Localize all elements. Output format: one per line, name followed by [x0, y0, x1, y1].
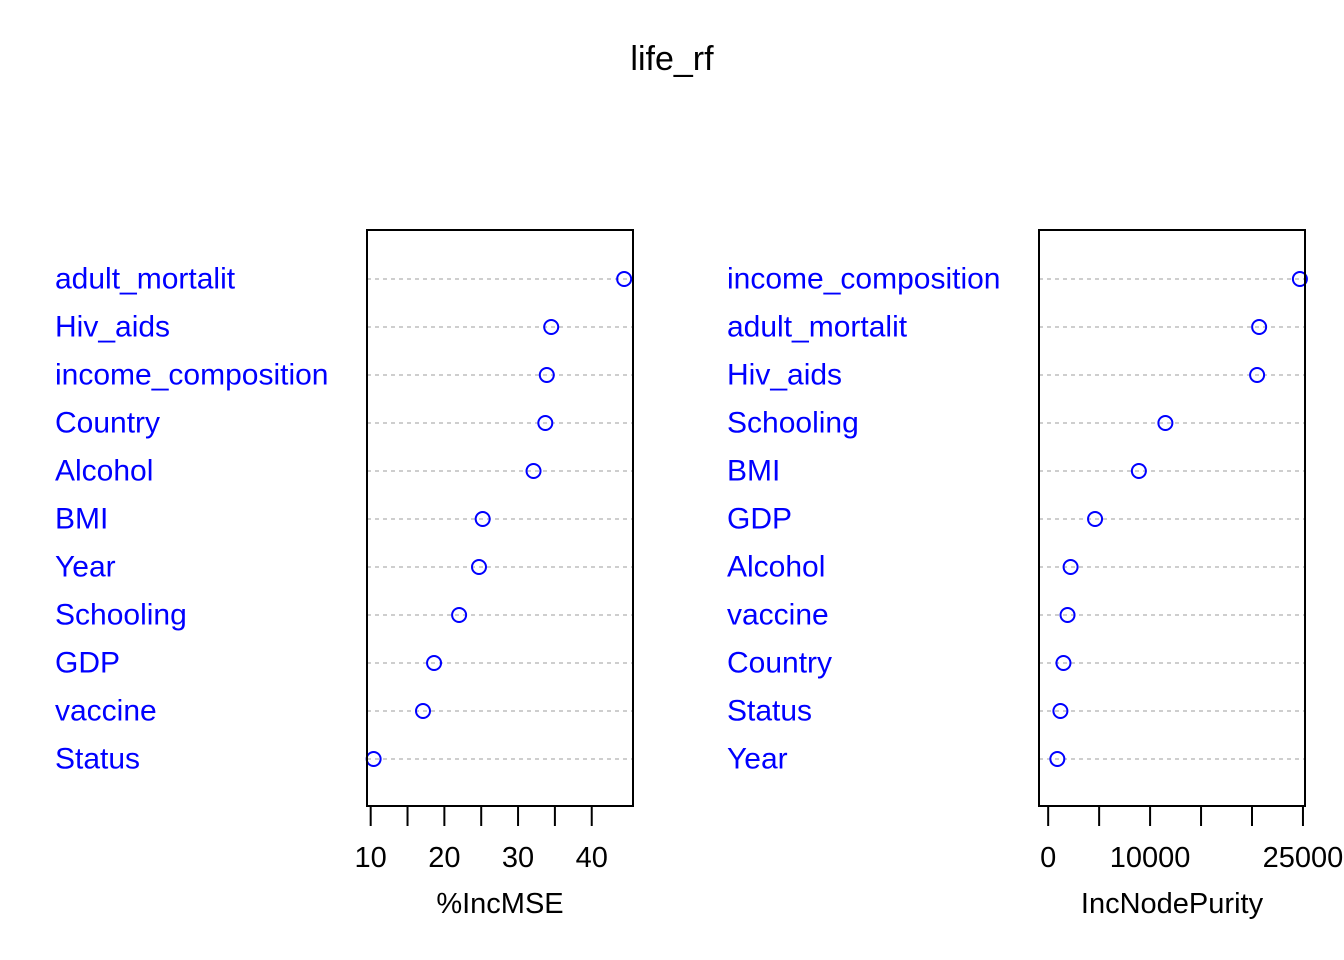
category-label: Hiv_aids: [55, 311, 170, 344]
x-axis-title: IncNodePurity: [1081, 888, 1264, 920]
data-point: [537, 415, 554, 431]
x-tick-label: 30: [502, 842, 534, 874]
panel-incmse: adult_mortalit Hiv_aids income_composition…: [55, 229, 634, 920]
data-point: [471, 559, 487, 575]
data-point: [1059, 607, 1076, 623]
category-label: BMI: [55, 503, 108, 536]
category-label: Year: [727, 743, 788, 776]
data-point: [1130, 463, 1147, 479]
category-label: Country: [55, 407, 160, 440]
data-point: [543, 319, 560, 335]
plot-frame: [1038, 229, 1306, 807]
category-label: Status: [55, 743, 140, 776]
category-label: Hiv_aids: [727, 359, 842, 392]
data-point: [1291, 271, 1308, 287]
x-tick-label: 25000: [1263, 842, 1344, 874]
data-point: [1052, 703, 1069, 719]
category-label: Schooling: [55, 599, 187, 632]
data-point: [1087, 511, 1104, 527]
category-label: Alcohol: [55, 455, 153, 488]
category-label: Schooling: [727, 407, 859, 440]
x-tick-label: 20: [428, 842, 460, 874]
x-tick-label: 0: [1040, 842, 1056, 874]
category-label: Alcohol: [727, 551, 825, 584]
data-point: [1249, 367, 1266, 383]
category-label: GDP: [55, 647, 120, 680]
data-point: [451, 607, 468, 623]
data-point: [1062, 559, 1079, 575]
panel-incnodepurity: income_composition adult_mortalit Hiv_aids…: [727, 229, 1344, 920]
category-label: adult_mortalit: [727, 311, 908, 344]
x-tick-label: 10: [355, 842, 387, 874]
data-point: [525, 463, 542, 479]
category-label: BMI: [727, 455, 780, 488]
category-label: vaccine: [55, 695, 157, 728]
data-point: [616, 271, 633, 287]
category-label: Year: [55, 551, 116, 584]
category-label: Status: [727, 695, 812, 728]
data-point: [1251, 319, 1268, 335]
plot-frame: [366, 229, 634, 807]
category-label: income_composition: [55, 359, 328, 392]
category-label: vaccine: [727, 599, 829, 632]
category-label: adult_mortalit: [55, 263, 236, 296]
data-point: [474, 511, 491, 527]
data-point: [1049, 751, 1066, 767]
x-axis-title: %IncMSE: [436, 888, 563, 920]
category-label: GDP: [727, 503, 792, 536]
category-label: income_composition: [727, 263, 1000, 296]
chart-title: life_rf: [630, 40, 714, 78]
x-tick-label: 40: [576, 842, 608, 874]
data-point: [1055, 655, 1072, 671]
data-point: [415, 703, 431, 719]
category-label: Country: [727, 647, 832, 680]
data-point: [426, 655, 443, 671]
data-point: [1157, 415, 1174, 431]
x-tick-label: 10000: [1110, 842, 1191, 874]
data-point: [538, 367, 555, 383]
